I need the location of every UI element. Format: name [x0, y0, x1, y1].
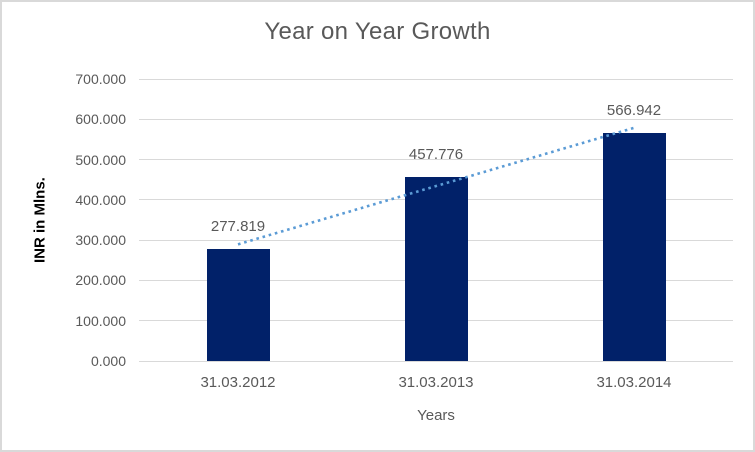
- y-tick-label: 200.000: [75, 272, 126, 289]
- x-tick-label: 31.03.2014: [596, 374, 672, 391]
- bar: [404, 176, 468, 361]
- x-axis-title: Years: [417, 407, 455, 424]
- bar-value-label: 277.819: [210, 218, 266, 236]
- gridline: [139, 360, 733, 362]
- bar: [206, 249, 270, 361]
- gridline: [139, 159, 733, 161]
- y-tick-label: 300.000: [75, 232, 126, 249]
- bar-value-label: 566.942: [606, 101, 662, 119]
- gridline: [139, 118, 733, 120]
- y-tick-label: 100.000: [75, 312, 126, 329]
- x-tick-label: 31.03.2012: [200, 374, 276, 391]
- plot-area: 277.819 457.776 566.942: [139, 78, 733, 362]
- y-tick-label: 700.000: [75, 71, 126, 87]
- chart-title: Year on Year Growth: [264, 18, 491, 45]
- trendline: [237, 126, 635, 246]
- gridline: [139, 78, 733, 80]
- y-tick-label: 600.000: [75, 111, 126, 128]
- y-tick-label: 500.000: [75, 151, 126, 168]
- y-tick-label: 400.000: [75, 191, 126, 208]
- x-tick-label: 31.03.2013: [398, 374, 474, 391]
- bar-value-label: 457.776: [408, 145, 464, 163]
- bar: [602, 132, 666, 361]
- y-tick-label: 0.000: [90, 353, 126, 369]
- trendline-svg: [237, 126, 635, 246]
